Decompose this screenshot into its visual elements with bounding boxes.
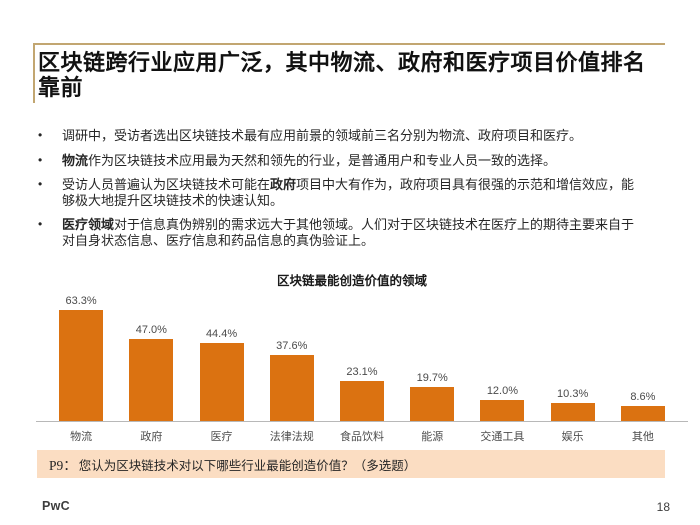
bullet-item: • 医疗领域对于信息真伪辨别的需求远大于其他领域。人们对于区块链技术在医疗上的期待… xyxy=(38,217,653,248)
bar-column: 19.7% xyxy=(397,371,467,421)
bar xyxy=(199,343,244,421)
bar-column: 44.4% xyxy=(186,328,256,421)
bar-value-label: 63.3% xyxy=(65,295,97,308)
bullet-marker: • xyxy=(38,217,43,231)
bar-column: 12.0% xyxy=(467,385,537,421)
bar-category-label: 食品饮料 xyxy=(339,431,384,443)
bar xyxy=(620,406,665,421)
bar xyxy=(269,355,314,421)
bar xyxy=(550,403,595,421)
corner-bracket-horizontal-line xyxy=(33,43,665,45)
bar-category-label: 政府 xyxy=(140,431,163,443)
bar-category-label: 法律法规 xyxy=(269,431,314,443)
bullet-text: 调研中，受访者选出区块链技术最有应用前景的领域前三名分别为物流、政府项目和医疗。 xyxy=(62,128,583,143)
bullet-list: • 调研中，受访者选出区块链技术最有应用前景的领域前三名分别为物流、政府项目和医疗… xyxy=(38,128,653,257)
bar-category-label: 其他 xyxy=(631,431,654,443)
bar-column: 10.3% xyxy=(538,388,608,421)
bullet-marker: • xyxy=(38,152,43,167)
bar xyxy=(339,380,384,421)
bar-value-label: 23.1% xyxy=(346,365,378,378)
bar-value-label: 12.0% xyxy=(486,385,519,397)
bar-category-label: 交通工具 xyxy=(480,431,525,443)
bullet-marker: • xyxy=(38,128,43,142)
chart-bars-area: 63.3% 47.0% 44.4% 37.6% 23.1% 19.7% 12.0% 10.3%… xyxy=(36,293,688,421)
bar-column: 8.6% xyxy=(608,391,678,421)
bar xyxy=(480,400,525,421)
corner-bracket-vertical-line xyxy=(33,43,35,103)
slide-title: 区块链跨行业应用广泛，其中物流、政府和医疗项目价值排名靠前 xyxy=(38,50,646,100)
chart-x-axis-line xyxy=(36,421,688,422)
bullet-item: • 受访人员普遍认为区块链技术可能在政府项目中大有作为，政府项目具有很强的示范和增… xyxy=(38,177,653,208)
bar-value-label: 44.4% xyxy=(205,328,238,341)
bar xyxy=(410,386,455,421)
bullet-text: 物流作为区块链技术应用最为天然和领先的行业，是普通用户和专业人员一致的选择。 xyxy=(62,152,557,168)
chart-category-axis: 物流 政府 医疗 法律法规 食品饮料 能源 交通工具 娱乐 其他 xyxy=(36,422,688,444)
bullet-item: • 物流作为区块链技术应用最为天然和领先的行业，是普通用户和专业人员一致的选择。 xyxy=(38,153,653,169)
bar-category-label: 娱乐 xyxy=(561,431,584,443)
bar-value-label: 47.0% xyxy=(135,323,167,336)
bar xyxy=(129,338,174,421)
page-number: 18 xyxy=(656,500,670,514)
bullet-text: 医疗领域对于信息真伪辨别的需求远大于其他领域。人们对于区块链技术在医疗上的期待主… xyxy=(62,217,635,248)
bar-category-label: 能源 xyxy=(421,431,444,443)
bar-column: 37.6% xyxy=(257,340,327,421)
bar-column: 47.0% xyxy=(116,324,186,421)
survey-question-text: 您认为区块链技术对以下哪些行业最能创造价值？（多选题） xyxy=(78,458,417,473)
survey-question-number: P9： xyxy=(49,458,77,473)
bar-chart: 区块链最能创造价值的领域 63.3% 47.0% 44.4% 37.6% 23.1% 19… xyxy=(36,270,688,444)
bullet-item: • 调研中，受访者选出区块链技术最有应用前景的领域前三名分别为物流、政府项目和医疗… xyxy=(38,128,653,144)
bar-category-label: 物流 xyxy=(70,431,93,443)
bar-value-label: 8.6% xyxy=(630,391,656,403)
bar-column: 63.3% xyxy=(46,295,116,421)
chart-title: 区块链最能创造价值的领域 xyxy=(276,274,427,288)
bar-category-label: 医疗 xyxy=(210,431,233,443)
bar-column: 23.1% xyxy=(327,366,397,421)
bar-value-label: 37.6% xyxy=(276,340,308,353)
survey-question-banner: P9： 您认为区块链技术对以下哪些行业最能创造价值？（多选题） xyxy=(37,450,665,478)
bar xyxy=(59,310,104,421)
bar-value-label: 10.3% xyxy=(557,388,589,400)
bar-value-label: 19.7% xyxy=(416,371,448,384)
bullet-text: 受访人员普遍认为区块链技术可能在政府项目中大有作为，政府项目具有很强的示范和增信… xyxy=(62,177,635,208)
pwc-logo: PwC xyxy=(42,499,70,513)
bullet-marker: • xyxy=(38,177,43,191)
